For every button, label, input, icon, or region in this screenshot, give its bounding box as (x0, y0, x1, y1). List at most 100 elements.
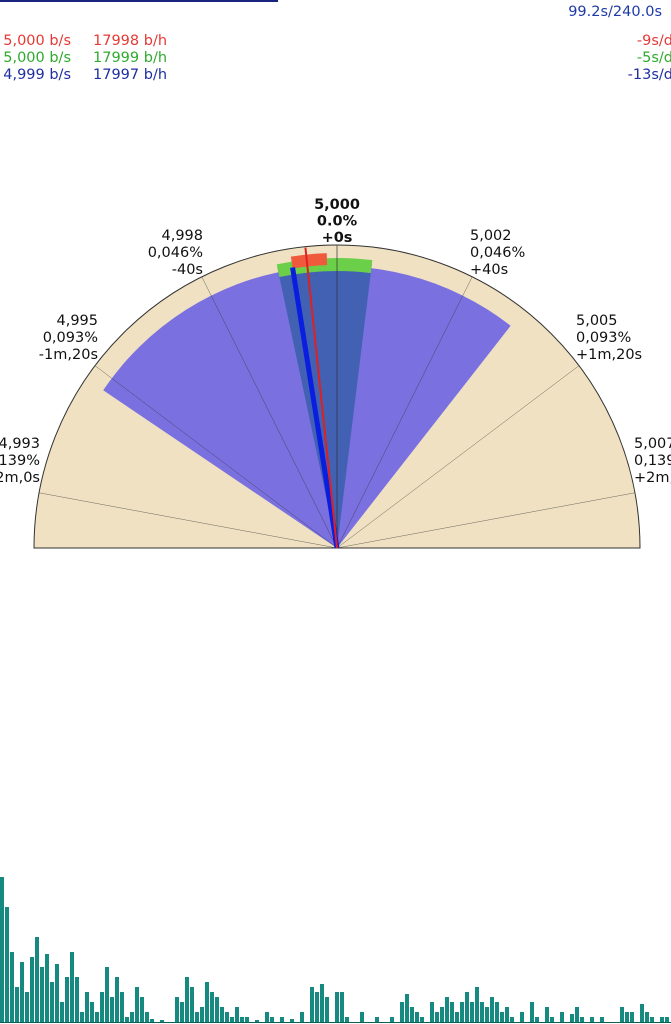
histogram-bar (235, 1007, 239, 1022)
histogram-bar (55, 964, 59, 1022)
histogram-bar (550, 1017, 554, 1022)
histogram-bar (430, 1002, 434, 1022)
histogram-bar (50, 982, 54, 1022)
scale-label: +1m,20s (576, 347, 642, 363)
histogram-bar (640, 1004, 644, 1022)
histogram-bar (90, 1002, 94, 1022)
histogram-bar (0, 877, 4, 1022)
histogram-bar (630, 1012, 634, 1022)
histogram-bar (475, 987, 479, 1022)
scale-label: 4,998 (161, 228, 203, 244)
histogram-bar (410, 1007, 414, 1022)
histogram (0, 877, 671, 1023)
histogram-bar (30, 957, 34, 1022)
histogram-bar (190, 987, 194, 1022)
histogram-bar (415, 1012, 419, 1022)
histogram-bar (375, 1017, 379, 1022)
histogram-bar (115, 977, 119, 1022)
histogram-bar (245, 1017, 249, 1022)
scale-spoke (94, 365, 338, 549)
histogram-bar (480, 1002, 484, 1022)
histogram-bar (210, 992, 214, 1022)
gauge (33, 244, 641, 549)
center-label: 5,000 (314, 197, 360, 213)
histogram-bar (5, 907, 9, 1022)
deviation: -5s/d (637, 50, 671, 66)
histogram-bar (145, 1012, 149, 1022)
histogram-bar (625, 1012, 629, 1022)
needle-red (304, 247, 338, 549)
histogram-bar (320, 984, 324, 1022)
histogram-bar (270, 1017, 274, 1022)
scale-label: 5,005 (576, 313, 618, 329)
scale-label: 4,995 (56, 313, 98, 329)
progress-bar (0, 0, 278, 2)
histogram-bar (300, 1012, 304, 1022)
scale-spoke (201, 276, 338, 549)
histogram-bar (175, 997, 179, 1022)
histogram-bar (180, 1002, 184, 1022)
rate: 5,000 b/s (3, 50, 71, 66)
histogram-bar (420, 1017, 424, 1022)
histogram-bar (520, 1012, 524, 1022)
histogram-bar (150, 1019, 154, 1022)
histogram-bar (20, 962, 24, 1022)
histogram-bar (110, 997, 114, 1022)
histogram-bar (185, 977, 189, 1022)
histogram-bar (220, 1007, 224, 1022)
histogram-bar (645, 1012, 649, 1022)
histogram-bar (255, 1020, 259, 1022)
red-band (290, 253, 328, 269)
histogram-bar (500, 1012, 504, 1022)
needle-blue (290, 267, 340, 549)
histogram-bar (575, 1007, 579, 1022)
histogram-bar (140, 997, 144, 1022)
range-wedge (103, 265, 511, 548)
histogram-bar (310, 987, 314, 1022)
histogram-bar (10, 952, 14, 1022)
histogram-bar (120, 992, 124, 1022)
scale-label: -1m,20s (39, 347, 98, 363)
center-label: +0s (322, 230, 353, 246)
histogram-bar (590, 1017, 594, 1022)
histogram-bar (455, 1012, 459, 1022)
histogram-bar (225, 1012, 229, 1022)
histogram-bar (335, 992, 339, 1022)
scale-label: 0,093% (576, 330, 631, 346)
histogram-bar (15, 987, 19, 1022)
histogram-bar (545, 1007, 549, 1022)
histogram-bar (95, 1012, 99, 1022)
hourly-rate: 17997 b/h (93, 67, 167, 83)
histogram-bar (70, 952, 74, 1022)
histogram-bar (400, 1002, 404, 1022)
histogram-bar (215, 997, 219, 1022)
histogram-bar (460, 1002, 464, 1022)
histogram-bar (580, 1017, 584, 1022)
center-label: 0.0% (317, 214, 358, 230)
histogram-bar (505, 1007, 509, 1022)
histogram-bar (440, 1007, 444, 1022)
histogram-bar (560, 1012, 564, 1022)
scale-label: 4,993 (0, 436, 40, 452)
histogram-bar (100, 992, 104, 1022)
histogram-bar (530, 1002, 534, 1022)
histogram-bar (160, 1020, 164, 1022)
progress-text: 99.2s/240.0s (568, 4, 662, 20)
histogram-bar (490, 997, 494, 1022)
histogram-bar (60, 1002, 64, 1022)
histogram-bar (445, 997, 449, 1022)
histogram-bar (85, 992, 89, 1022)
deviation: -13s/d (628, 67, 671, 83)
histogram-bar (340, 992, 344, 1022)
hourly-rate: 17999 b/h (93, 50, 167, 66)
histogram-bar (240, 1017, 244, 1022)
histogram-bar (45, 954, 49, 1022)
histogram-bar (40, 967, 44, 1022)
histogram-bar (485, 1007, 489, 1022)
histogram-bar (65, 977, 69, 1022)
histogram-bar (280, 1017, 284, 1022)
histogram-bar (570, 1014, 574, 1022)
histogram-bar (265, 1012, 269, 1022)
